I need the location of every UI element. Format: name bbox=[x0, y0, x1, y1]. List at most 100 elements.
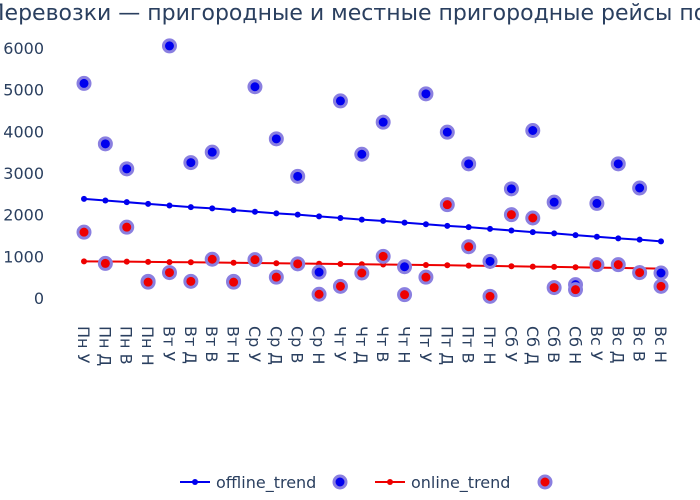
offline_trend-point[interactable] bbox=[316, 213, 323, 220]
online_trend-point[interactable] bbox=[508, 263, 515, 270]
offline_trend-point[interactable] bbox=[81, 195, 87, 202]
offline_trend-point[interactable] bbox=[230, 207, 237, 214]
online_points-marker[interactable] bbox=[247, 252, 263, 268]
online_points-marker[interactable] bbox=[653, 278, 669, 294]
offline_trend-point[interactable] bbox=[123, 199, 130, 206]
offline_points-marker[interactable] bbox=[76, 75, 92, 91]
offline_points-marker[interactable] bbox=[439, 124, 455, 140]
online_points-marker[interactable] bbox=[482, 288, 498, 304]
offline_trend-point[interactable] bbox=[615, 235, 622, 242]
offline_trend-point[interactable] bbox=[209, 205, 216, 212]
online_points-marker[interactable] bbox=[397, 287, 413, 303]
offline_points-marker[interactable] bbox=[418, 86, 434, 102]
online_points-marker[interactable] bbox=[461, 239, 477, 255]
legend-item[interactable] bbox=[537, 474, 553, 490]
online_trend-point[interactable] bbox=[529, 263, 536, 270]
offline_points-marker[interactable] bbox=[632, 180, 648, 196]
offline_trend-point[interactable] bbox=[422, 221, 429, 228]
online_trend-point[interactable] bbox=[230, 259, 237, 266]
online_trend-point[interactable] bbox=[444, 262, 451, 269]
online_points-marker[interactable] bbox=[183, 273, 199, 289]
online_points-marker[interactable] bbox=[97, 255, 113, 271]
offline_trend-point[interactable] bbox=[465, 224, 472, 231]
online_points-marker[interactable] bbox=[632, 265, 648, 281]
offline_points-marker[interactable] bbox=[375, 114, 391, 130]
offline_trend-point[interactable] bbox=[145, 200, 152, 207]
offline_points-marker[interactable] bbox=[525, 123, 541, 138]
online_trend-point[interactable] bbox=[465, 262, 472, 269]
offline_points-marker[interactable] bbox=[332, 93, 348, 109]
offline_points-marker[interactable] bbox=[311, 264, 327, 280]
offline_trend-point[interactable] bbox=[551, 230, 558, 237]
offline_points-marker[interactable] bbox=[503, 181, 519, 197]
offline_points-marker[interactable] bbox=[589, 195, 605, 211]
offline_points-marker[interactable] bbox=[546, 194, 562, 210]
offline_trend-point[interactable] bbox=[487, 225, 494, 232]
online_points-marker[interactable] bbox=[140, 274, 156, 290]
offline_trend-point[interactable] bbox=[380, 217, 387, 224]
legend-item[interactable]: online_trend bbox=[375, 473, 510, 493]
offline_points-marker[interactable] bbox=[183, 155, 199, 171]
offline_trend-point[interactable] bbox=[508, 227, 515, 234]
online_points-marker[interactable] bbox=[268, 269, 284, 285]
offline_trend-point[interactable] bbox=[294, 211, 301, 218]
offline_trend-point[interactable] bbox=[444, 222, 451, 229]
offline_trend-point[interactable] bbox=[572, 232, 579, 239]
offline_points-marker[interactable] bbox=[610, 156, 626, 172]
online_points-marker[interactable] bbox=[290, 256, 306, 272]
offline_points-marker[interactable] bbox=[204, 144, 220, 160]
offline_trend-point[interactable] bbox=[251, 208, 258, 215]
offline_trend-point[interactable] bbox=[102, 197, 109, 204]
offline_trend-point[interactable] bbox=[187, 204, 194, 211]
online_trend-point[interactable] bbox=[123, 258, 130, 265]
online_points-marker[interactable] bbox=[204, 251, 220, 267]
online_trend-point[interactable] bbox=[166, 259, 173, 266]
online_points-marker[interactable] bbox=[610, 257, 626, 273]
offline_trend-point[interactable] bbox=[401, 219, 408, 226]
online_points-marker[interactable] bbox=[311, 286, 327, 302]
offline_trend-point[interactable] bbox=[273, 210, 280, 217]
offline_points-marker[interactable] bbox=[247, 79, 263, 95]
online_points-marker[interactable] bbox=[589, 257, 605, 273]
online_points-marker[interactable] bbox=[76, 224, 92, 240]
online_trend-point[interactable] bbox=[572, 264, 579, 271]
online_trend-point[interactable] bbox=[337, 261, 344, 267]
offline_trend-point[interactable] bbox=[593, 233, 600, 240]
online_points-marker[interactable] bbox=[226, 274, 242, 290]
offline_points-marker[interactable] bbox=[119, 161, 135, 177]
online_points-marker[interactable] bbox=[161, 265, 177, 281]
offline_trend-point[interactable] bbox=[358, 216, 365, 223]
offline_points-marker[interactable] bbox=[97, 136, 113, 152]
online_points-marker[interactable] bbox=[546, 280, 562, 296]
offline_points-marker[interactable] bbox=[482, 253, 498, 269]
legend-item[interactable] bbox=[332, 474, 348, 490]
offline_trend-point[interactable] bbox=[636, 236, 643, 243]
online_points-marker[interactable] bbox=[525, 210, 541, 226]
online_trend-point[interactable] bbox=[422, 262, 429, 268]
legend-item[interactable]: offline_trend bbox=[180, 473, 316, 493]
online_points-marker[interactable] bbox=[332, 278, 348, 294]
offline_points-marker[interactable] bbox=[354, 146, 370, 162]
offline_points-marker[interactable] bbox=[290, 168, 306, 184]
offline_points-marker[interactable] bbox=[461, 156, 477, 172]
offline_trend-point[interactable] bbox=[166, 202, 173, 209]
online_points-marker[interactable] bbox=[503, 207, 519, 223]
offline_trend-point[interactable] bbox=[337, 215, 344, 221]
online_trend-point[interactable] bbox=[145, 258, 152, 265]
online_points-marker[interactable] bbox=[439, 197, 455, 213]
online_points-marker[interactable] bbox=[418, 269, 434, 285]
offline_points-marker[interactable] bbox=[653, 265, 669, 281]
online_points-marker[interactable] bbox=[354, 265, 370, 281]
online_trend-point[interactable] bbox=[81, 258, 87, 265]
offline_points-marker[interactable] bbox=[161, 38, 177, 54]
online_trend-point[interactable] bbox=[551, 263, 558, 270]
offline_trend-point[interactable] bbox=[658, 238, 664, 245]
online_points-marker[interactable] bbox=[375, 248, 391, 264]
online_trend-point[interactable] bbox=[187, 259, 194, 266]
offline_trend-point[interactable] bbox=[529, 229, 536, 236]
offline_points-marker[interactable] bbox=[268, 131, 284, 147]
online_trend-point[interactable] bbox=[273, 260, 280, 267]
online_points-marker[interactable] bbox=[568, 282, 584, 298]
legend[interactable]: offline_trend online_trend bbox=[180, 473, 553, 493]
offline_points-marker[interactable] bbox=[397, 259, 413, 275]
